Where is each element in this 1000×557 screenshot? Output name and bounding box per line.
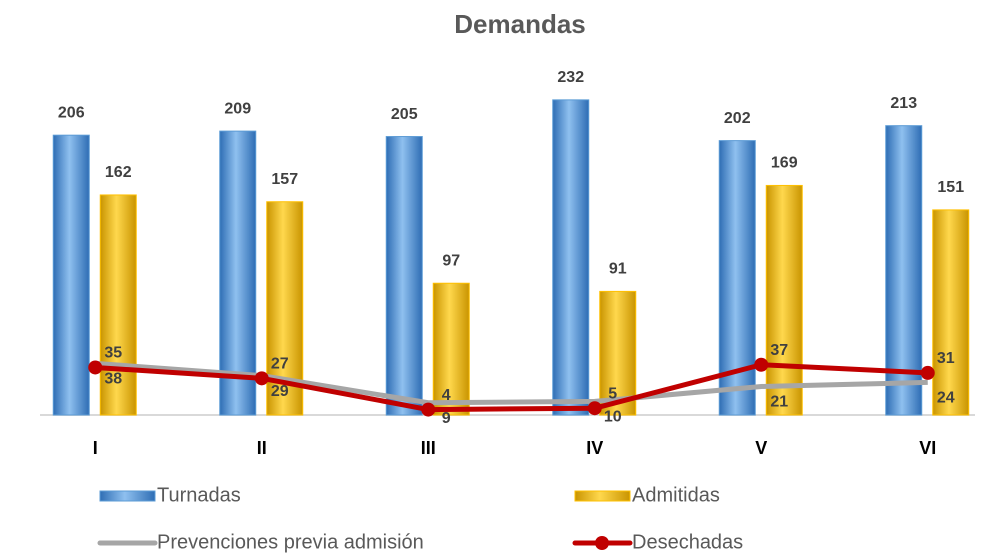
line-marker bbox=[587, 401, 602, 416]
legend-swatch bbox=[574, 490, 631, 502]
line-value-label: 9 bbox=[442, 410, 451, 427]
line-value-label: 27 bbox=[271, 356, 289, 373]
legend-label: Turnadas bbox=[157, 484, 241, 506]
bar-value-label: 97 bbox=[442, 252, 460, 269]
line-value-label: 10 bbox=[604, 409, 622, 426]
x-tick-label: V bbox=[755, 438, 767, 458]
bar bbox=[219, 130, 257, 416]
line-series bbox=[95, 362, 928, 413]
line-value-label: 21 bbox=[770, 394, 788, 411]
line-value-label: 4 bbox=[442, 387, 451, 404]
legend-marker bbox=[595, 536, 609, 550]
bar-value-label: 169 bbox=[771, 155, 798, 172]
line-marker bbox=[754, 357, 769, 372]
line-value-label: 31 bbox=[937, 350, 955, 367]
line-value-label: 35 bbox=[104, 345, 122, 362]
line-value-label: 5 bbox=[608, 385, 617, 402]
x-tick-label: IV bbox=[586, 438, 603, 458]
bar-value-label: 202 bbox=[724, 110, 751, 127]
bar bbox=[765, 184, 803, 416]
bar bbox=[99, 194, 137, 416]
line-value-label: 24 bbox=[937, 390, 955, 407]
legend-label: Admitidas bbox=[632, 484, 720, 506]
line-value-label: 37 bbox=[770, 342, 788, 359]
bar bbox=[885, 125, 923, 416]
line-value-label: 29 bbox=[271, 383, 289, 400]
bar bbox=[385, 136, 423, 416]
line-marker bbox=[421, 402, 436, 417]
bar bbox=[432, 282, 470, 416]
bar-value-label: 206 bbox=[58, 104, 85, 121]
bar-value-label: 232 bbox=[557, 69, 584, 86]
bar-value-label: 151 bbox=[937, 179, 964, 196]
legend-label: Prevenciones previa admisión bbox=[157, 531, 424, 553]
x-tick-label: II bbox=[257, 438, 267, 458]
x-tick-label: VI bbox=[919, 438, 936, 458]
line-value-label: 38 bbox=[104, 371, 122, 388]
bar bbox=[599, 290, 637, 416]
legend-swatch bbox=[99, 490, 156, 502]
bar bbox=[552, 99, 590, 416]
bar-value-label: 91 bbox=[609, 261, 627, 278]
bar-value-label: 157 bbox=[271, 171, 298, 188]
bar-value-label: 162 bbox=[105, 164, 132, 181]
bar-value-label: 205 bbox=[391, 106, 418, 123]
bar bbox=[52, 134, 90, 416]
x-tick-label: I bbox=[93, 438, 98, 458]
chart-title: Demandas bbox=[454, 9, 586, 39]
bar bbox=[932, 209, 970, 416]
bar-value-label: 213 bbox=[890, 95, 917, 112]
line-marker bbox=[88, 360, 103, 375]
legend-label: Desechadas bbox=[632, 531, 743, 553]
line-marker bbox=[920, 365, 935, 380]
line-marker bbox=[254, 371, 269, 386]
line-series bbox=[95, 360, 928, 406]
bar-value-label: 209 bbox=[224, 100, 251, 117]
x-tick-label: III bbox=[421, 438, 436, 458]
